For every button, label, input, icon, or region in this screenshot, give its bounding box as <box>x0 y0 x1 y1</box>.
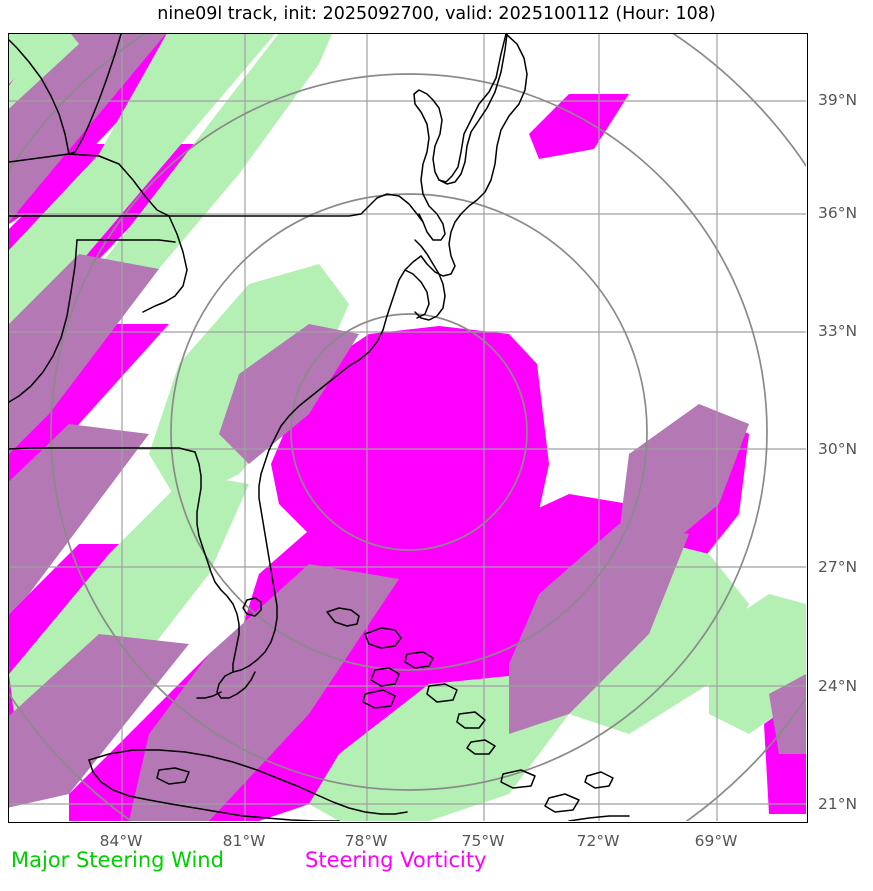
lon-tick-72w: 72°W <box>576 832 620 850</box>
lat-tick-30n: 30°N <box>818 440 858 458</box>
lon-tick-75w: 75°W <box>461 832 505 850</box>
legend: Major Steering Wind Steering Vorticity <box>0 848 873 888</box>
lon-tick-69w: 69°W <box>694 832 738 850</box>
lon-tick-81w: 81°W <box>222 832 266 850</box>
graticule <box>9 34 806 821</box>
map-panel[interactable] <box>8 33 808 823</box>
coastlines <box>9 34 630 821</box>
page-title: nine09l track, init: 2025092700, valid: … <box>157 4 716 24</box>
lat-tick-24n: 24°N <box>818 677 858 695</box>
lon-tick-84w: 84°W <box>99 832 143 850</box>
lon-tick-78w: 78°W <box>344 832 388 850</box>
steering-overlap-shading <box>9 34 806 821</box>
lat-tick-27n: 27°N <box>818 558 858 576</box>
lat-tick-39n: 39°N <box>818 91 858 109</box>
lat-tick-21n: 21°N <box>818 795 858 813</box>
legend-major-steering-wind: Major Steering Wind <box>11 848 224 872</box>
lat-tick-36n: 36°N <box>818 204 858 222</box>
lat-tick-33n: 33°N <box>818 322 858 340</box>
legend-steering-vorticity: Steering Vorticity <box>305 848 487 872</box>
radius-rings <box>9 34 806 821</box>
map-canvas <box>9 34 806 821</box>
